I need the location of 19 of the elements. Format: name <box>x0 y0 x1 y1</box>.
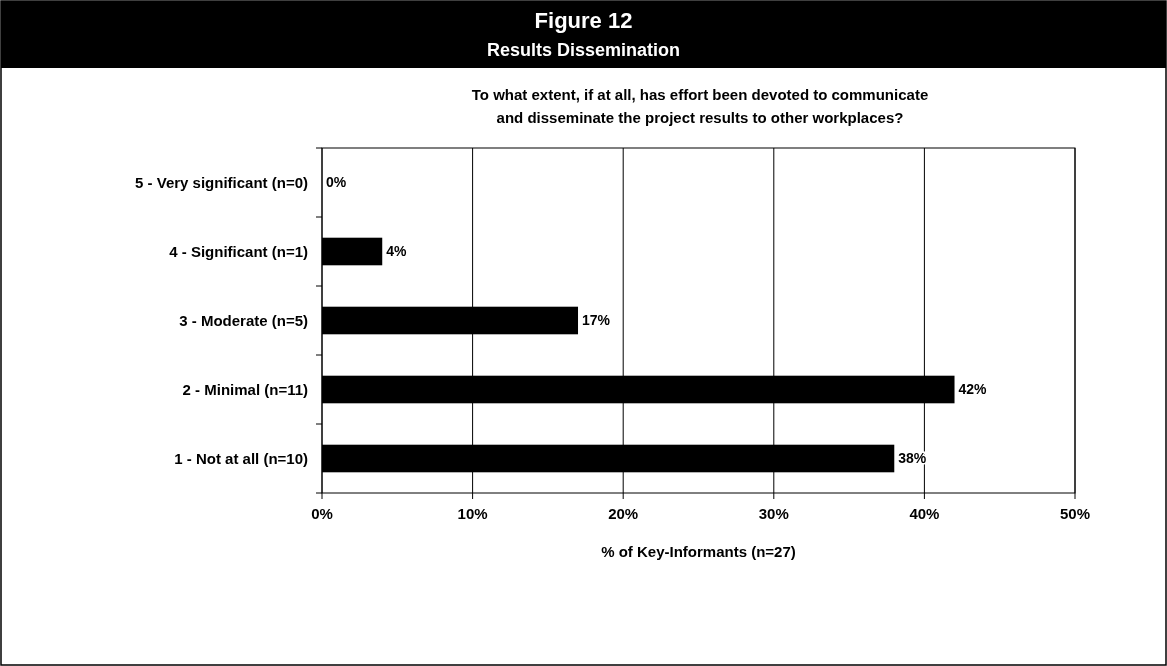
y-tick-label: 4 - Significant (n=1) <box>169 242 308 260</box>
data-label: 0% <box>326 174 347 191</box>
x-tick-label: 50% <box>1059 505 1091 522</box>
x-tick-label: 20% <box>608 505 639 522</box>
y-tick-label: 5 - Very significant (n=0) <box>135 173 308 191</box>
x-tick-label: 10% <box>457 505 488 522</box>
data-label: 42% <box>958 381 988 398</box>
y-tick-label: 2 - Minimal (n=11) <box>182 380 308 398</box>
data-label: 17% <box>582 312 611 329</box>
data-label: 4% <box>386 243 408 260</box>
chart-title: Figure 12 <box>534 8 633 33</box>
text: To what extent, if at all, has effort been devoted to communicate and disseminate the project results to other workplaces? <box>471 86 929 126</box>
y-tick-label: 1 - Not at all (n=10) <box>174 449 308 467</box>
chart-subtitle: Results Dissemination <box>486 40 681 60</box>
x-tick-label: 40% <box>909 505 940 522</box>
x-tick-label: 0% <box>311 505 333 522</box>
y-tick-label: 3 - Moderate (n=5) <box>179 311 308 329</box>
x-tick-label: 30% <box>758 505 789 522</box>
x-axis-title: % of Key-Informants (n=27) <box>601 543 796 560</box>
